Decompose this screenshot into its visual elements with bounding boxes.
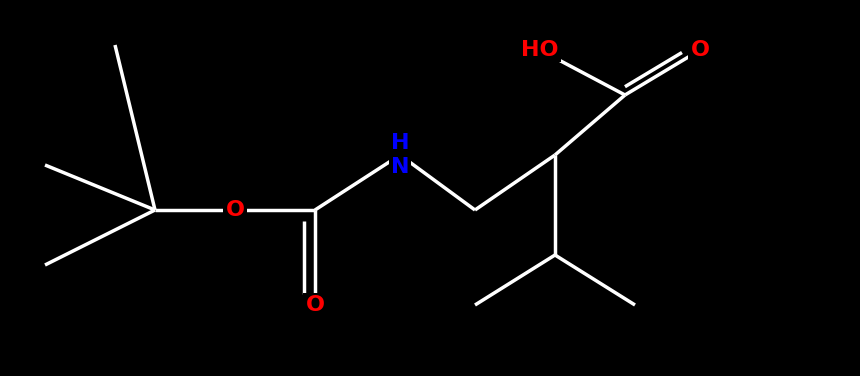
Text: H
N: H N — [390, 133, 409, 177]
Text: O: O — [691, 40, 710, 60]
Text: HO: HO — [521, 40, 559, 60]
Text: O: O — [305, 295, 324, 315]
Text: O: O — [225, 200, 244, 220]
